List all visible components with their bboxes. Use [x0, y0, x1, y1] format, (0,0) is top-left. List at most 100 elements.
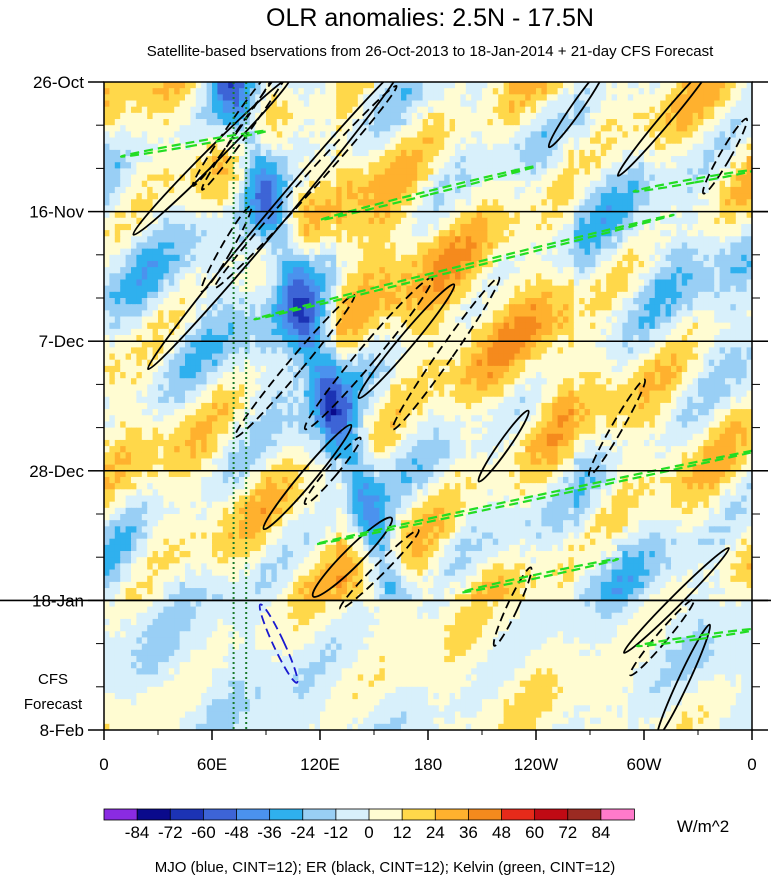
- field-cell: [357, 180, 364, 188]
- field-cell: [341, 254, 348, 262]
- field-cell: [330, 100, 337, 108]
- field-row: [104, 267, 752, 274]
- field-cell: [260, 106, 267, 114]
- field-cell: [530, 125, 537, 132]
- field-cell: [212, 186, 218, 194]
- field-cell: [190, 273, 197, 281]
- field-cell: [735, 162, 742, 169]
- field-cell: [438, 162, 445, 169]
- field-cell: [168, 205, 175, 213]
- field-cell: [519, 310, 526, 318]
- field-cell: [590, 223, 596, 231]
- field-cell: [163, 273, 170, 281]
- field-cell: [514, 174, 521, 182]
- field-cell: [741, 298, 748, 305]
- field-cell: [206, 316, 213, 324]
- field-cell: [352, 223, 359, 231]
- field-cell: [141, 94, 148, 102]
- field-cell: [255, 199, 262, 207]
- field-cell: [681, 304, 688, 311]
- field-cell: [692, 310, 699, 318]
- field-cell: [411, 125, 418, 132]
- field-cell: [703, 112, 710, 120]
- field-cell: [190, 310, 197, 318]
- field-cell: [730, 125, 737, 132]
- field-cell: [422, 316, 429, 324]
- field-cell: [411, 322, 418, 330]
- field-cell: [530, 254, 537, 262]
- field-cell: [536, 186, 542, 194]
- field-cell: [444, 100, 451, 108]
- field-cell: [476, 236, 483, 244]
- field-cell: [125, 162, 132, 169]
- field-cell: [681, 119, 688, 126]
- field-cell: [644, 162, 650, 169]
- field-cell: [147, 186, 154, 194]
- field-cell: [627, 94, 634, 102]
- field-cell: [179, 230, 186, 237]
- field-cell: [525, 131, 532, 139]
- field-cell: [120, 149, 127, 157]
- field-cell: [568, 322, 575, 330]
- field-cell: [627, 242, 634, 250]
- field-cell: [703, 156, 710, 163]
- field-cell: [552, 119, 559, 126]
- field-cell: [692, 273, 699, 281]
- field-cell: [714, 149, 721, 157]
- field-cell: [438, 100, 445, 108]
- field-cell: [546, 106, 553, 114]
- field-cell: [746, 112, 752, 120]
- field-cell: [476, 298, 483, 305]
- field-cell: [595, 273, 602, 281]
- field-cell: [109, 88, 116, 95]
- field-cell: [163, 100, 170, 108]
- field-cell: [260, 174, 267, 182]
- field-cell: [676, 285, 683, 293]
- field-cell: [314, 88, 321, 95]
- field-cell: [109, 242, 116, 250]
- field-cell: [368, 112, 375, 120]
- field-cell: [401, 106, 407, 114]
- field-cell: [541, 205, 548, 213]
- field-cell: [158, 254, 164, 262]
- field-cell: [368, 180, 375, 188]
- field-cell: [352, 88, 359, 95]
- field-cell: [725, 193, 731, 200]
- field-cell: [703, 143, 710, 151]
- field-cell: [687, 112, 694, 120]
- field-cell: [600, 199, 607, 207]
- field-cell: [438, 273, 445, 281]
- field-cell: [114, 260, 121, 268]
- field-cell: [455, 230, 461, 237]
- field-cell: [617, 174, 623, 182]
- field-cell: [141, 279, 148, 287]
- field-cell: [141, 100, 148, 108]
- field-row: [104, 291, 752, 299]
- field-cell: [168, 112, 175, 120]
- field-cell: [233, 211, 240, 219]
- field-cell: [503, 298, 510, 305]
- field-cell: [249, 230, 256, 237]
- field-cell: [563, 131, 569, 139]
- field-cell: [649, 236, 656, 244]
- field-cell: [174, 242, 181, 250]
- field-cell: [260, 186, 267, 194]
- field-cell: [120, 285, 127, 293]
- field-cell: [649, 106, 656, 114]
- field-cell: [314, 82, 321, 89]
- field-cell: [730, 88, 737, 95]
- field-cell: [136, 291, 143, 299]
- field-cell: [714, 291, 721, 299]
- field-cell: [201, 100, 208, 108]
- field-cell: [212, 236, 218, 244]
- field-cell: [714, 211, 721, 219]
- field-cell: [708, 125, 715, 132]
- field-cell: [633, 291, 640, 299]
- field-cell: [617, 100, 623, 108]
- field-cell: [676, 88, 683, 95]
- field-cell: [179, 137, 186, 145]
- field-cell: [357, 162, 364, 169]
- field-cell: [735, 82, 742, 89]
- field-cell: [482, 125, 488, 132]
- field-cell: [239, 328, 245, 336]
